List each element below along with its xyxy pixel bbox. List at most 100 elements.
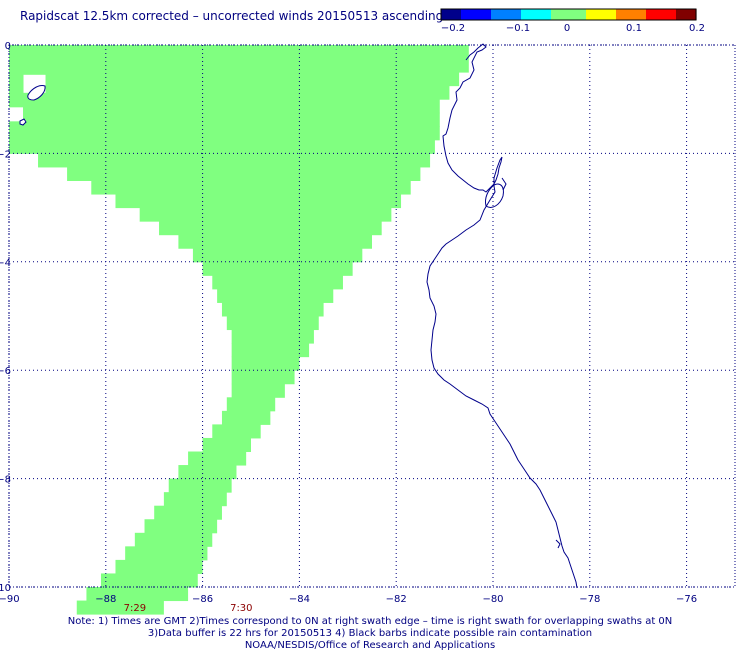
grid-lines (8, 44, 736, 588)
swath-row (9, 45, 469, 60)
colorbar-cell (621, 9, 627, 20)
swath-row (115, 194, 402, 209)
swath-row (9, 85, 450, 100)
colorbar-cell (446, 9, 452, 20)
swath-row (9, 99, 440, 114)
colorbar-tick-label: −0.1 (506, 23, 530, 34)
colorbar-cell (486, 9, 492, 20)
colorbar-cell (591, 9, 597, 20)
colorbar-cell (511, 9, 517, 20)
colorbar-cell (636, 9, 642, 20)
lat-tick-label: −4 (0, 258, 11, 269)
swath-row (231, 329, 314, 344)
swath-row (125, 546, 208, 561)
swath-row (76, 600, 164, 615)
colorbar-cell (586, 9, 592, 20)
swath-row (231, 356, 300, 371)
swath-row (9, 72, 460, 87)
note-credit: NOAA/NESDIS/Office of Research and Appli… (245, 640, 495, 650)
colorbar-cell (501, 9, 507, 20)
colorbar-cell (606, 9, 612, 20)
colorbar-cell (681, 9, 687, 20)
colorbar-cell (471, 9, 477, 20)
lat-tick-label: −10 (0, 583, 11, 594)
swath-row (139, 207, 392, 222)
colorbar-cell (581, 9, 587, 20)
colorbar-cell (516, 9, 522, 20)
colorbar-cell (656, 9, 662, 20)
swath-row (67, 166, 421, 181)
swath-row (212, 424, 261, 439)
swath-row (221, 410, 271, 425)
map-title: Rapidscat 12.5km corrected – uncorrected… (20, 9, 443, 23)
colorbar-cell (541, 9, 547, 20)
map-plot-area: −90 −88 −86 −84 −82 −80 −78 −76 0 −2 −4 −6 −8 −10 (0, 41, 736, 615)
swath-row (231, 343, 310, 358)
colorbar-cell (441, 9, 447, 20)
lat-tick-label: −2 (0, 149, 11, 160)
swath-row (38, 153, 431, 168)
swath-row (144, 519, 218, 534)
colorbar-cell (521, 9, 527, 20)
lon-tick-label: −88 (95, 594, 116, 605)
colorbar-cell (641, 9, 647, 20)
colorbar-tick-label: 0 (564, 23, 570, 34)
swath-row (9, 139, 435, 154)
colorbar-cell (561, 9, 567, 20)
swath-row (226, 397, 276, 412)
swath-row (178, 465, 237, 480)
swath-row (188, 451, 247, 466)
swath-row (9, 112, 440, 127)
lat-tick-label: −6 (0, 366, 11, 377)
colorbar-cell (456, 9, 462, 20)
coastline (19, 43, 578, 589)
colorbar-cell (531, 9, 537, 20)
swath-row (154, 505, 222, 520)
colorbar-cell (481, 9, 487, 20)
colorbar-cell (596, 9, 602, 20)
lat-tick-label: −8 (0, 475, 11, 486)
colorbar-cell (556, 9, 562, 20)
colorbar-cell (631, 9, 637, 20)
swath-row (115, 559, 203, 574)
swath-row (192, 248, 363, 263)
colorbar-cell (466, 9, 472, 20)
colorbar-cell (491, 9, 497, 20)
colorbar: −0.2 −0.1 0 0.1 0.2 (440, 8, 705, 34)
colorbar-cell (496, 9, 502, 20)
colorbar-cell (546, 9, 552, 20)
colorbar-cell (691, 9, 697, 20)
colorbar-cell (601, 9, 607, 20)
lon-tick-label: −82 (386, 594, 407, 605)
swath-row (86, 587, 189, 602)
swath-row (231, 370, 295, 385)
swath-row (217, 288, 334, 303)
swath-row (100, 573, 198, 588)
colorbar-tick-label: −0.2 (441, 23, 465, 34)
swath-row (134, 532, 213, 547)
colorbar-cell (571, 9, 577, 20)
colorbar-cell (506, 9, 512, 20)
lon-tick-label: −84 (289, 594, 310, 605)
swath-row (9, 126, 440, 141)
lat-tick-label: 0 (5, 41, 11, 52)
swath-row (178, 234, 372, 249)
swath-row (226, 316, 319, 331)
colorbar-cell (611, 9, 617, 20)
colorbar-cell (451, 9, 457, 20)
footnotes: Note: 1) Times are GMT 2)Times correspon… (68, 616, 673, 650)
colorbar-cell (526, 9, 532, 20)
colorbar-cell (651, 9, 657, 20)
colorbar-cell (476, 9, 482, 20)
swath-row (91, 180, 411, 195)
swath-row (221, 302, 324, 317)
swath-time-label: 7:30 (230, 603, 252, 614)
swath-row (202, 437, 251, 452)
lon-tick-label: −86 (192, 594, 213, 605)
colorbar-cell (676, 9, 682, 20)
swath-row (212, 275, 343, 290)
swath-row (168, 478, 232, 493)
colorbar-cell (671, 9, 677, 20)
swath-row (9, 58, 469, 73)
